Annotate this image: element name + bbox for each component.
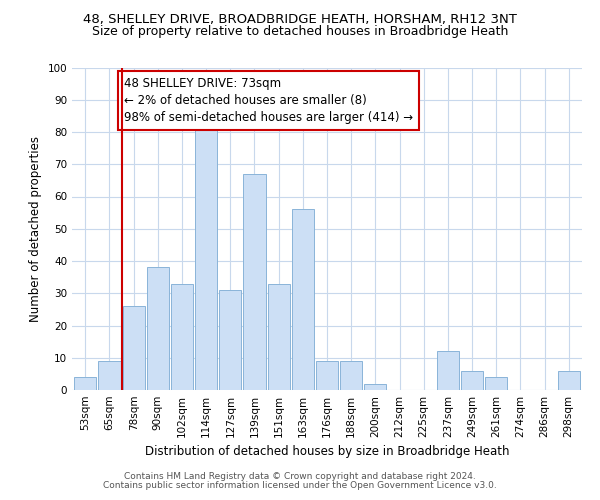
Bar (340, 361, 362, 390)
Text: Contains public sector information licensed under the Open Government Licence v3: Contains public sector information licen… (103, 481, 497, 490)
Text: 48 SHELLEY DRIVE: 73sqm
← 2% of detached houses are smaller (8)
98% of semi-deta: 48 SHELLEY DRIVE: 73sqm ← 2% of detached… (124, 77, 413, 124)
Y-axis label: Number of detached properties: Number of detached properties (29, 136, 42, 322)
Bar (146, 268, 169, 390)
Bar (244, 174, 266, 390)
Bar (98, 361, 121, 390)
Bar (485, 377, 508, 390)
Text: 48, SHELLEY DRIVE, BROADBRIDGE HEATH, HORSHAM, RH12 3NT: 48, SHELLEY DRIVE, BROADBRIDGE HEATH, HO… (83, 12, 517, 26)
Bar (461, 370, 483, 390)
Bar (437, 352, 459, 390)
X-axis label: Distribution of detached houses by size in Broadbridge Heath: Distribution of detached houses by size … (145, 446, 509, 458)
Bar (219, 290, 241, 390)
Bar (122, 306, 145, 390)
Bar (364, 384, 386, 390)
Bar (268, 284, 290, 390)
Bar (74, 377, 97, 390)
Text: Size of property relative to detached houses in Broadbridge Heath: Size of property relative to detached ho… (92, 25, 508, 38)
Bar (195, 126, 217, 390)
Bar (171, 284, 193, 390)
Text: Contains HM Land Registry data © Crown copyright and database right 2024.: Contains HM Land Registry data © Crown c… (124, 472, 476, 481)
Bar (292, 210, 314, 390)
Bar (557, 370, 580, 390)
Bar (316, 361, 338, 390)
